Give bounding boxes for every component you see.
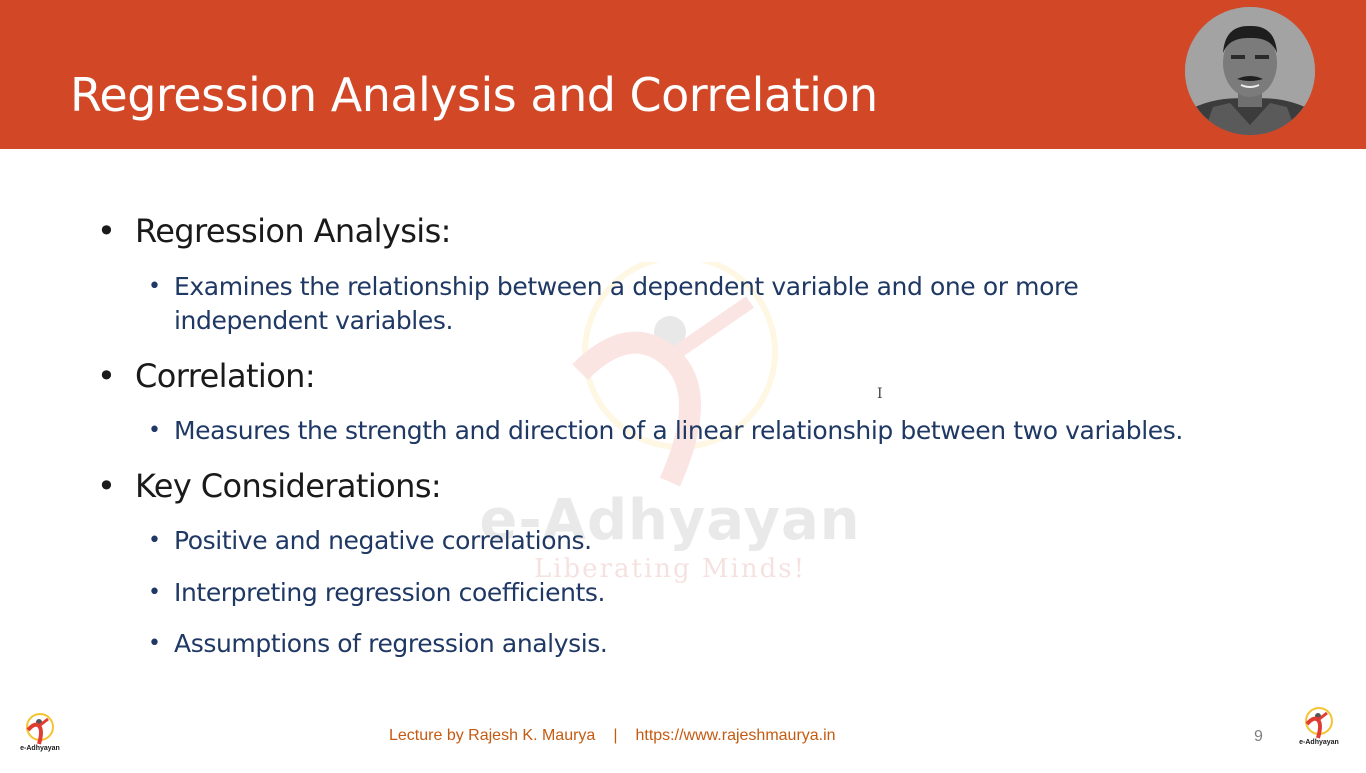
footer-url-link[interactable]: https://www.rajeshmaurya.in — [635, 727, 836, 744]
slide-title: Regression Analysis and Correlation — [70, 68, 878, 122]
logo-left-label: e-Adhyayan — [20, 745, 60, 752]
watermark-tagline: Liberating Minds! — [533, 554, 807, 584]
title-bar: Regression Analysis and Correlation — [0, 0, 1366, 149]
presenter-photo — [1185, 7, 1315, 135]
logo-left: e-Adhyayan — [17, 712, 63, 762]
footer-lecture: Lecture by Rajesh K. Maurya — [389, 727, 596, 744]
footer: Lecture by Rajesh K. Maurya | https://www.… — [389, 727, 836, 745]
logo-right-label: e-Adhyayan — [1299, 739, 1339, 746]
footer-separator: | — [613, 727, 618, 744]
watermark-brand: e-Adhyayan — [479, 488, 861, 553]
logo-right: e-Adhyayan — [1296, 706, 1342, 756]
page-number: 9 — [1254, 728, 1263, 745]
text-cursor-icon: I — [877, 386, 883, 402]
list-item: • Examines the relationship between a de… — [148, 272, 1079, 335]
